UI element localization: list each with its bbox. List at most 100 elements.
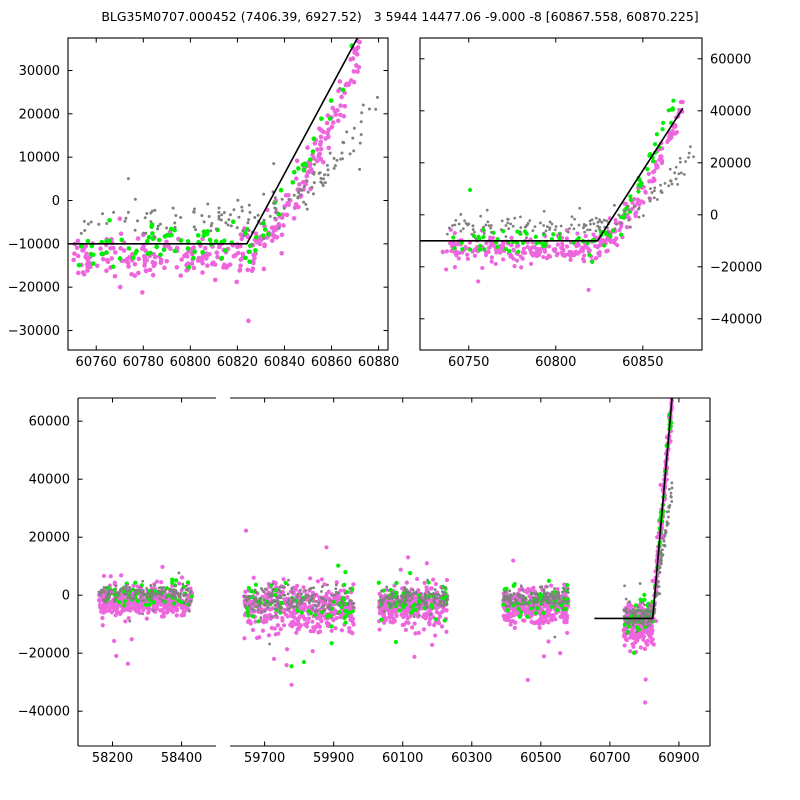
data-point (261, 266, 267, 272)
data-point (229, 224, 233, 228)
data-point (312, 162, 316, 166)
data-point (189, 261, 195, 267)
data-point (250, 266, 256, 272)
data-point (631, 623, 635, 627)
data-point (330, 120, 336, 125)
data-point (403, 586, 407, 589)
data-point (424, 585, 429, 590)
data-point (641, 637, 646, 642)
data-point (613, 217, 618, 223)
data-point (323, 173, 327, 177)
data-point (359, 120, 363, 124)
data-point (561, 599, 565, 603)
data-point (649, 187, 652, 191)
data-point (389, 603, 393, 607)
data-point (328, 607, 332, 611)
data-point (650, 191, 654, 194)
data-point (525, 614, 530, 619)
data-point (292, 597, 296, 601)
data-point (554, 601, 558, 605)
data-point (444, 586, 448, 589)
data-point (100, 588, 103, 592)
data-point (400, 594, 403, 598)
panel-top-right[interactable]: 60750 60800 60850 −40000 −20000 0 20000 40000 60… (419, 37, 772, 374)
data-point (262, 237, 266, 241)
panel-top-left[interactable]: 60760 60780 60800 60820 60840 60860 60880 −3000… (8, 37, 399, 374)
data-point (461, 227, 465, 231)
data-point (292, 205, 298, 211)
data-point (300, 592, 303, 596)
data-point (656, 585, 660, 589)
data-point (688, 145, 692, 149)
data-point (506, 594, 510, 597)
data-point (292, 611, 297, 616)
data-point (313, 593, 317, 597)
data-point (667, 506, 671, 510)
data-point (255, 590, 259, 594)
data-point (321, 129, 326, 135)
data-point (318, 146, 324, 152)
data-point (326, 168, 330, 172)
data-point (642, 646, 648, 651)
data-point (135, 584, 140, 589)
data-point (437, 593, 441, 597)
data-point (397, 608, 402, 613)
data-point (314, 158, 320, 164)
data-point (124, 583, 128, 587)
data-point (127, 588, 131, 592)
data-point (583, 230, 587, 234)
data-point (246, 318, 251, 324)
data-point (320, 610, 325, 615)
data-point (440, 609, 445, 615)
data-point (125, 260, 131, 266)
data-point (100, 603, 106, 608)
data-point (417, 606, 421, 610)
data-point (433, 617, 439, 622)
data-point (635, 200, 640, 205)
data-point (90, 261, 96, 266)
axis-tick-label: 60780 (123, 355, 164, 370)
data-point (518, 230, 522, 234)
data-point (283, 580, 288, 586)
data-point (442, 604, 446, 608)
data-point (158, 596, 162, 600)
data-point (194, 228, 198, 232)
axis-tick-label: −10000 (8, 237, 60, 252)
data-point (406, 589, 410, 593)
panel-bottom[interactable]: 58200 58400 59700 59900 60100 60300 60500 60700… (18, 397, 718, 772)
data-point (253, 599, 257, 603)
data-point (424, 603, 427, 607)
data-point (608, 238, 613, 243)
data-point (332, 166, 336, 170)
data-point (269, 238, 275, 243)
data-point (525, 244, 530, 250)
data-point (424, 561, 429, 566)
data-point (551, 613, 556, 618)
data-point (280, 197, 284, 201)
data-point (378, 592, 383, 597)
data-point (217, 217, 221, 221)
data-point (294, 617, 300, 622)
data-point (508, 622, 513, 627)
data-point (662, 539, 666, 543)
data-point (636, 605, 640, 609)
data-point (243, 528, 249, 533)
data-point (359, 133, 363, 137)
data-point (634, 625, 639, 630)
data-point (348, 587, 352, 590)
data-point (562, 620, 567, 625)
data-point (554, 607, 560, 613)
data-point (426, 605, 429, 609)
data-point (640, 632, 645, 637)
data-point (258, 596, 262, 600)
data-point (253, 248, 258, 253)
data-point (309, 167, 314, 172)
data-point (278, 604, 281, 607)
data-point (478, 243, 483, 248)
axis-tick-label: 60500 (520, 751, 561, 766)
data-point (546, 578, 552, 583)
data-point (565, 582, 570, 588)
data-point (136, 270, 141, 276)
data-point (100, 615, 105, 621)
data-point (302, 185, 306, 189)
